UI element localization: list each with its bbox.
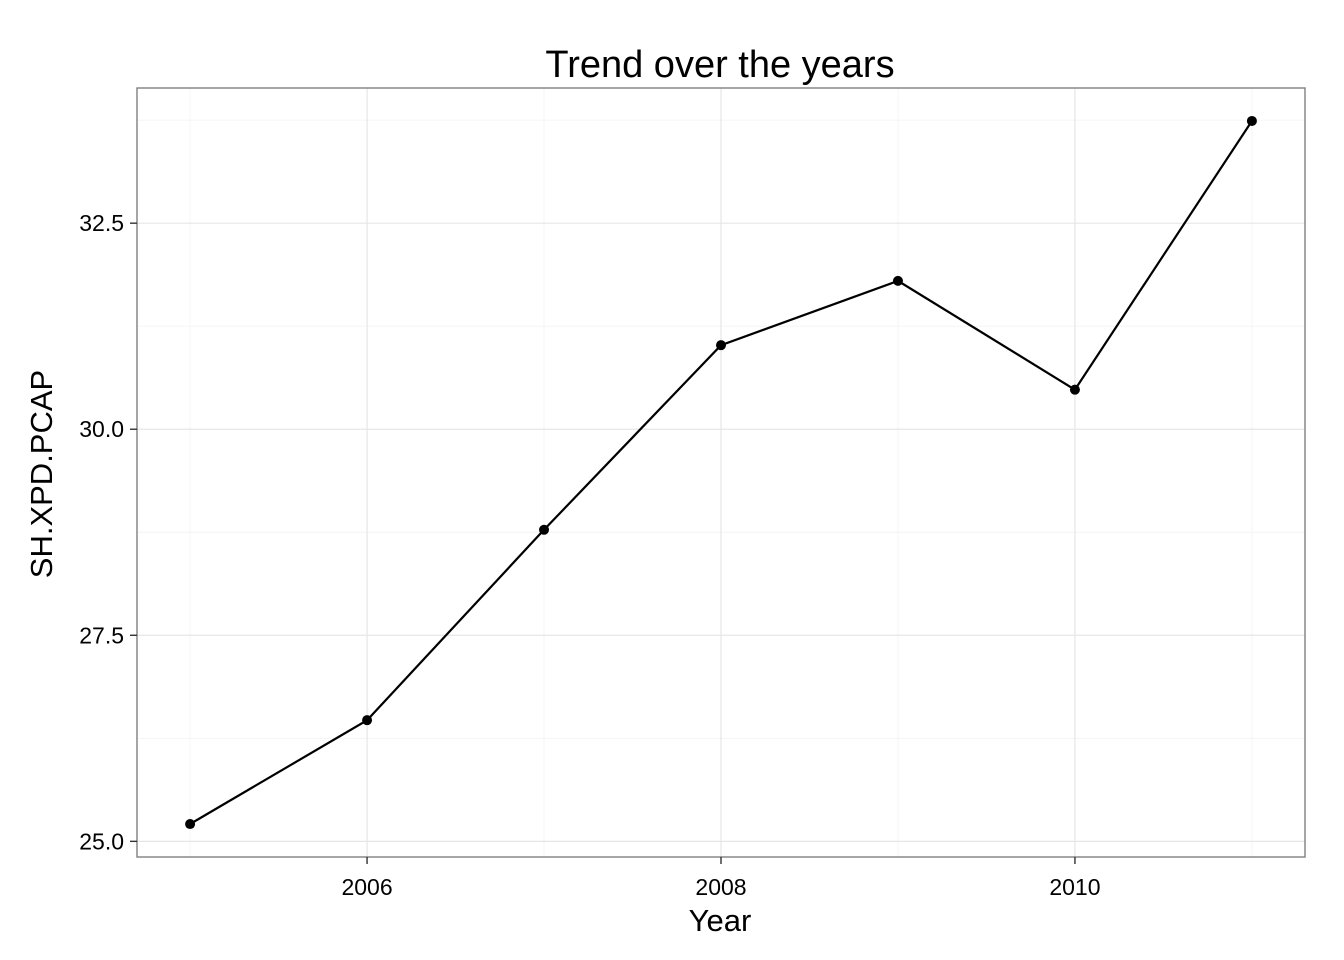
y-axis-ticks: 25.0 27.5 30.0 32.5 [79,210,137,854]
y-tick-label: 27.5 [79,622,124,648]
data-point [539,524,550,535]
x-tick-label: 2006 [341,874,392,900]
data-point [185,819,196,830]
data-point [1246,115,1257,126]
chart-title: Trend over the years [545,44,894,86]
data-point [892,275,903,286]
x-axis-title: Year [689,903,752,938]
data-point [362,715,373,726]
data-points [185,115,1257,830]
major-gridlines [137,88,1305,857]
x-axis-ticks: 2006 2008 2010 [341,857,1101,900]
y-tick-label: 25.0 [79,828,124,854]
y-tick-label: 32.5 [79,210,124,236]
y-tick-label: 30.0 [79,416,124,442]
x-tick-label: 2008 [695,874,746,900]
x-tick-label: 2010 [1049,874,1100,900]
data-point [1069,384,1080,395]
data-point [716,340,726,351]
y-axis-title: SH.XPD.PCAP [24,370,59,578]
